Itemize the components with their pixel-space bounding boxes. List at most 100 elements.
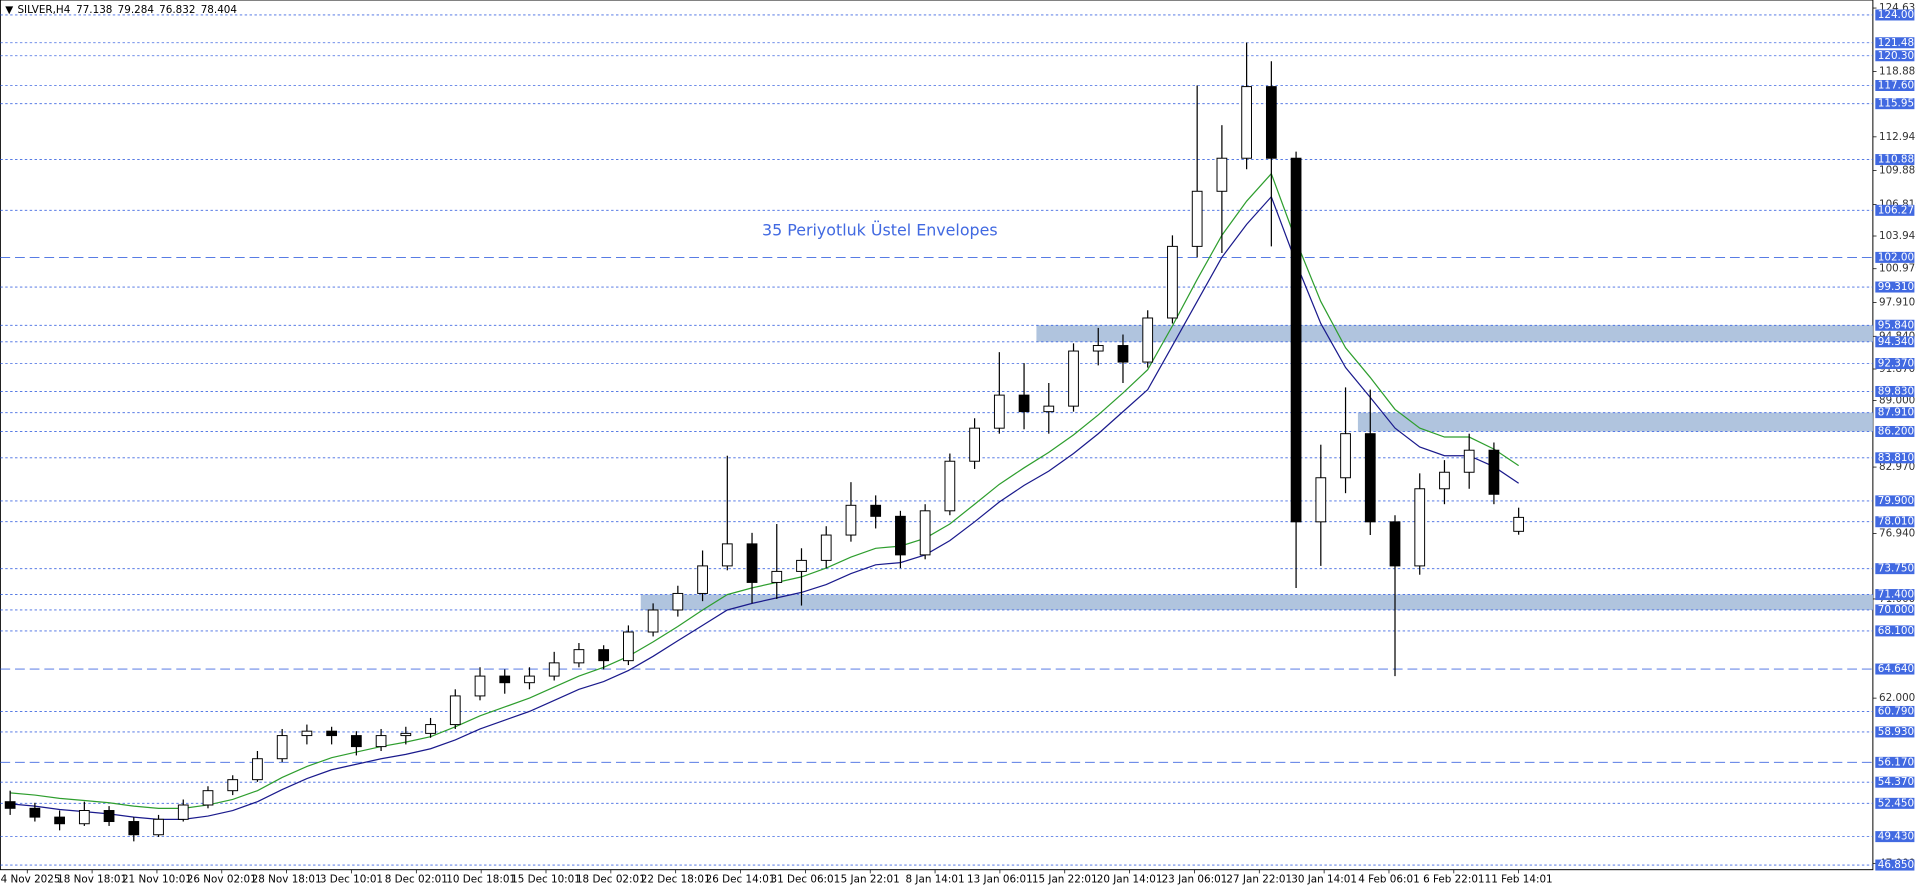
y-tick-label: 91.870 — [1879, 363, 1915, 375]
level-label: 87.910 — [1878, 407, 1914, 419]
level-label: 56.170 — [1878, 756, 1914, 768]
candle-body — [1315, 477, 1327, 523]
level-label-box — [1875, 663, 1915, 675]
y-tick-label: 89.000 — [1879, 395, 1915, 407]
x-tick-label: 8 Jan 14:01 — [906, 873, 965, 885]
candle-body — [375, 735, 387, 748]
y-tick-label: 62.000 — [1879, 692, 1915, 704]
level-label-box — [1875, 204, 1915, 216]
envelope-line — [10, 172, 1519, 809]
level-label: 124.000 — [1878, 9, 1916, 21]
y-tick-label: 112.940 — [1879, 131, 1916, 143]
x-tick-label: 15 Jan 22:01 — [1032, 873, 1098, 885]
candle-body — [721, 543, 733, 567]
candle-body — [177, 804, 189, 820]
candle-body — [1117, 345, 1129, 363]
candle-body — [1018, 394, 1030, 413]
candle-body — [103, 810, 115, 823]
level-label: 79.900 — [1878, 495, 1914, 507]
level-label: 64.640 — [1878, 663, 1914, 675]
x-tick-label: 18 Nov 18:01 — [57, 873, 127, 885]
candle-body — [1216, 157, 1228, 192]
candle-body — [301, 730, 313, 737]
candle-body — [4, 801, 16, 809]
x-tick-label: 14 Nov 2025 — [0, 873, 60, 885]
candle-body — [672, 592, 684, 611]
annotation: 35 Periyotluk Üstel Envelopes — [762, 220, 998, 239]
level-label-box — [1875, 797, 1915, 809]
zone — [640, 594, 1873, 610]
candle-body — [1265, 86, 1277, 159]
level-label: 46.850 — [1878, 859, 1914, 871]
candle-body — [29, 807, 41, 818]
x-tick-label: 11 Feb 14:01 — [1485, 873, 1553, 885]
candle-body — [697, 565, 708, 594]
levels-layer — [0, 14, 1873, 866]
candle-body — [1463, 449, 1475, 473]
candle-body — [623, 631, 634, 662]
candle-body — [474, 675, 486, 697]
x-tick-label: 6 Feb 22:01 — [1423, 873, 1484, 885]
level-label-box — [1875, 516, 1915, 528]
level-label: 94.340 — [1878, 336, 1914, 348]
lines-layer — [10, 172, 1519, 820]
x-tick-label: 28 Nov 18:01 — [252, 873, 322, 885]
candle-body — [499, 675, 511, 684]
ohlc-value: 76.832 — [159, 4, 195, 16]
candle-body — [1439, 471, 1450, 490]
level-label: 89.830 — [1878, 385, 1914, 397]
symbol: SILVER,H4 — [17, 4, 70, 16]
x-tick-label: 23 Jan 06:01 — [1162, 873, 1228, 885]
level-label-box — [1875, 50, 1915, 62]
level-label: 99.310 — [1878, 281, 1914, 293]
level-label-box — [1875, 425, 1915, 437]
candle-body — [1488, 449, 1500, 495]
candle-body — [1364, 433, 1376, 523]
candle-body — [1092, 345, 1104, 352]
level-label: 78.010 — [1878, 516, 1914, 528]
candle-body — [128, 821, 140, 836]
x-tick-label: 26 Nov 02:01 — [187, 873, 257, 885]
level-label-box — [1875, 281, 1915, 293]
level-label-box — [1875, 726, 1915, 738]
level-label-box — [1875, 80, 1915, 91]
level-label-box — [1875, 563, 1915, 575]
candle-body — [845, 504, 857, 536]
x-tick-label: 3 Dec 10:01 — [320, 873, 383, 885]
level-label-box — [1875, 336, 1915, 348]
candle-body — [1513, 516, 1525, 532]
candle-body — [944, 460, 956, 512]
x-tick-label: 22 Dec 18:01 — [641, 873, 711, 885]
candle-body — [153, 818, 164, 836]
level-label: 102.000 — [1878, 251, 1916, 263]
level-label: 58.930 — [1878, 726, 1914, 738]
level-label-box — [1875, 407, 1915, 419]
candle-body — [598, 649, 610, 662]
x-tick-label: 20 Jan 14:01 — [1097, 873, 1163, 885]
level-label-box — [1875, 859, 1915, 871]
level-label: 86.200 — [1878, 425, 1914, 437]
candle-body — [1167, 245, 1178, 319]
x-tick-label: 26 Dec 14:01 — [706, 873, 776, 885]
level-label: 110.880 — [1878, 154, 1916, 166]
level-label: 115.950 — [1878, 98, 1916, 110]
level-label-box — [1875, 495, 1915, 507]
candle-body — [1043, 405, 1055, 413]
x-tick-label: 5 Jan 22:01 — [841, 873, 900, 885]
level-label: 68.100 — [1878, 625, 1914, 637]
y-tick-label: 103.940 — [1879, 230, 1916, 242]
level-label-box — [1875, 251, 1915, 263]
candle-body — [820, 534, 832, 561]
candle-body — [202, 790, 214, 806]
y-tick-label: 97.910 — [1879, 296, 1915, 308]
level-label-box — [1875, 589, 1915, 601]
level-label-box — [1875, 705, 1915, 717]
envelope-line — [10, 195, 1519, 820]
candle-body — [524, 675, 535, 684]
level-label-box — [1875, 98, 1915, 110]
level-label: 54.370 — [1878, 776, 1914, 788]
candle-body — [771, 570, 783, 583]
x-tick-label: 27 Jan 22:01 — [1226, 873, 1292, 885]
x-tick-label: 30 Jan 14:01 — [1291, 873, 1357, 885]
